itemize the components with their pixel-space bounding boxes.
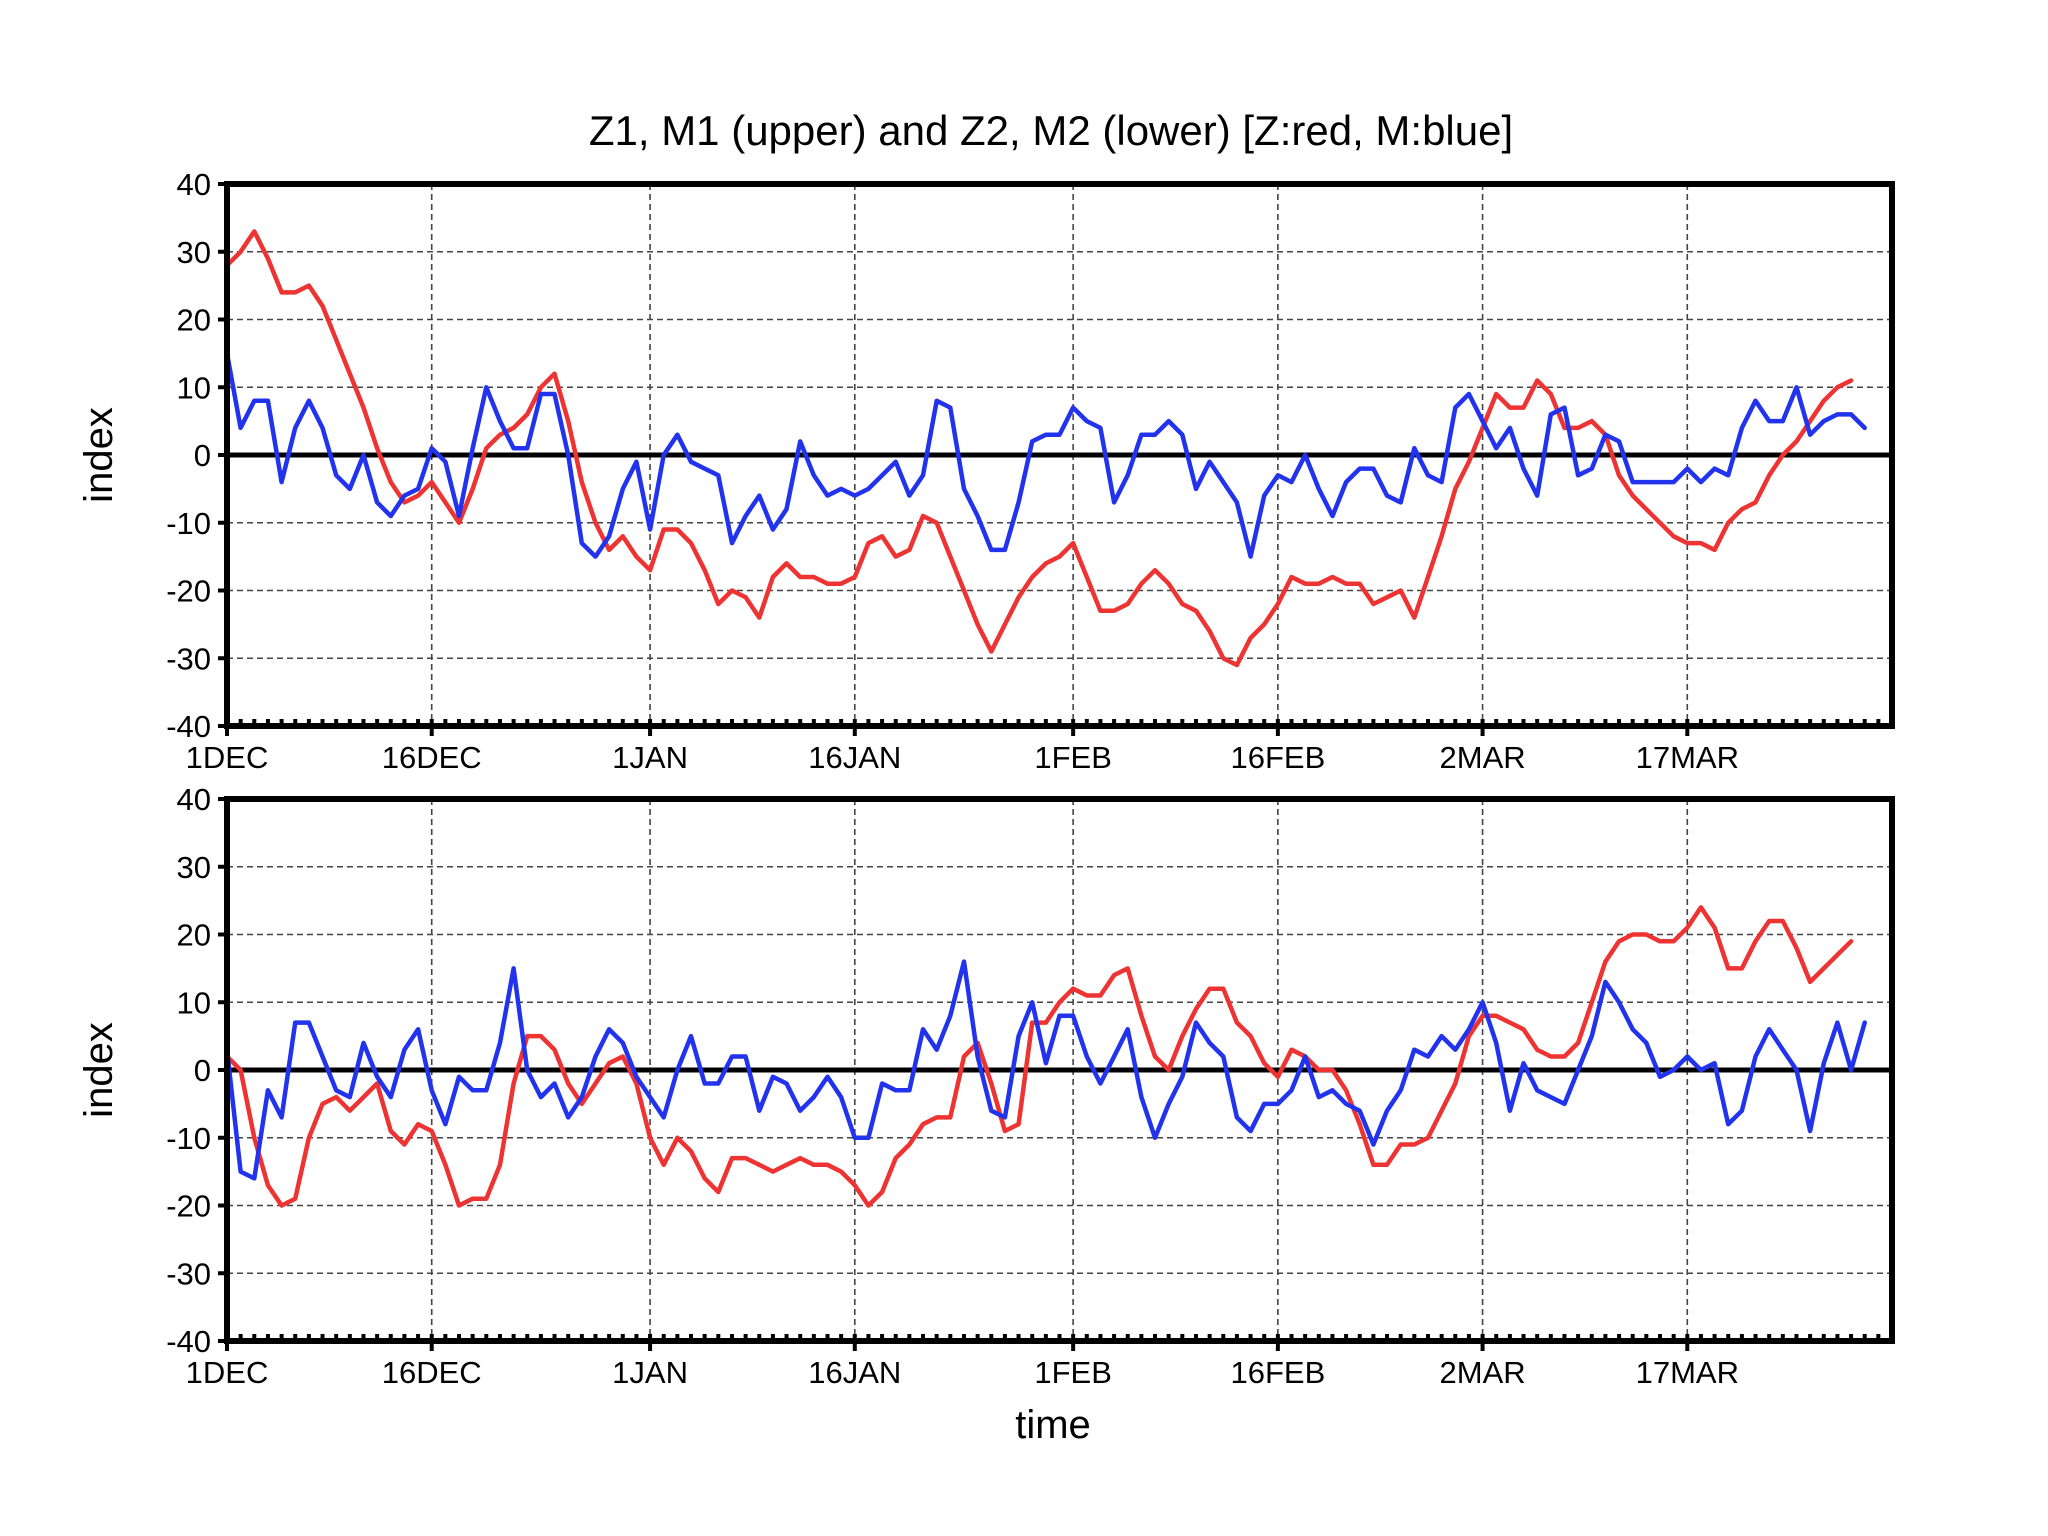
x-axis-label: time <box>1015 1403 1091 1447</box>
upper-y-axis-label: index <box>77 407 121 503</box>
upper-y-tick-label: 10 <box>177 370 211 405</box>
lower-y-tick-label: -40 <box>166 1324 211 1359</box>
upper-x-tick-label: 17MAR <box>1636 740 1739 775</box>
lower-x-tick-label: 16DEC <box>382 1355 482 1390</box>
upper-x-tick-label: 16DEC <box>382 740 482 775</box>
upper-y-tick-label: 20 <box>177 303 211 338</box>
upper-x-tick-label: 16FEB <box>1230 740 1325 775</box>
upper-x-tick-label: 1JAN <box>612 740 688 775</box>
lower-y-tick-label: -10 <box>166 1121 211 1156</box>
lower-y-axis-label: index <box>77 1022 121 1118</box>
lower-y-tick-label: 30 <box>177 850 211 885</box>
upper-x-tick-label: 1DEC <box>186 740 269 775</box>
lower-series-Z2 <box>224 905 1854 1208</box>
upper-series-M1 <box>224 351 1867 559</box>
lower-x-tick-label: 1JAN <box>612 1355 688 1390</box>
upper-x-tick-label: 2MAR <box>1440 740 1526 775</box>
lower-x-tick-label: 17MAR <box>1636 1355 1739 1390</box>
upper-y-tick-label: 30 <box>177 235 211 270</box>
lower-series-M2 <box>224 959 1867 1181</box>
upper-x-tick-label: 1FEB <box>1034 740 1112 775</box>
upper-y-tick-label: -10 <box>166 506 211 541</box>
upper-y-tick-label: -30 <box>166 641 211 676</box>
upper-y-tick-label: -40 <box>166 709 211 744</box>
upper-y-tick-label: 40 <box>177 167 211 202</box>
lower-y-tick-label: 10 <box>177 985 211 1020</box>
lower-x-tick-label: 1DEC <box>186 1355 269 1390</box>
upper-y-tick-label: 0 <box>194 438 211 473</box>
chart-title: Z1, M1 (upper) and Z2, M2 (lower) [Z:red… <box>589 107 1513 154</box>
lower-x-tick-label: 16FEB <box>1230 1355 1325 1390</box>
lower-x-tick-label: 16JAN <box>808 1355 901 1390</box>
lower-y-tick-label: 0 <box>194 1053 211 1088</box>
lower-y-tick-label: -30 <box>166 1256 211 1291</box>
upper-y-tick-label: -20 <box>166 574 211 609</box>
lower-y-tick-label: 20 <box>177 918 211 953</box>
lower-y-tick-label: 40 <box>177 782 211 817</box>
lower-x-tick-label: 2MAR <box>1440 1355 1526 1390</box>
lower-y-tick-label: -20 <box>166 1189 211 1224</box>
upper-series-Z1 <box>224 229 1854 668</box>
lower-x-tick-label: 1FEB <box>1034 1355 1112 1390</box>
upper-x-tick-label: 16JAN <box>808 740 901 775</box>
